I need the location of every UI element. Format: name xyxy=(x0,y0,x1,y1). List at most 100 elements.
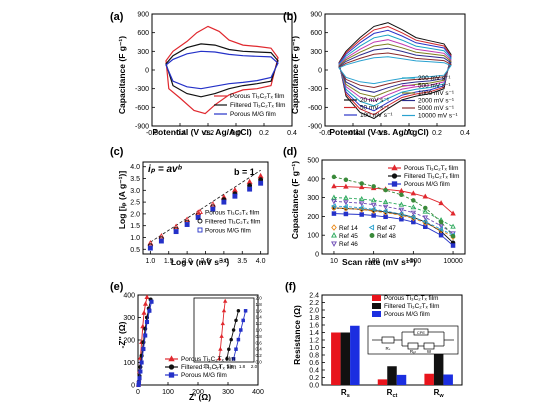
panel-b-xtick-label: 0.2 xyxy=(432,130,442,137)
panel-f-bar-1-1 xyxy=(387,366,397,385)
panel-d-xtick-label: 100 xyxy=(368,258,380,265)
panel-d-series-0-point xyxy=(343,183,349,189)
panel-d-legend-6-marker xyxy=(368,224,375,231)
panel-b-ytick-label: 900 xyxy=(310,12,322,19)
panel-d-legend-4-marker xyxy=(331,232,337,238)
panel-a-xtick-label: 0.0 xyxy=(231,130,241,137)
panel-d-legend-4-text: Ref 45 xyxy=(339,233,358,240)
panel-d-ytick-label: 400 xyxy=(307,176,319,183)
panel-d-series-0-point xyxy=(438,200,444,206)
panel-a-xtick-label: 0.4 xyxy=(287,130,297,137)
panel-d-series-2-point xyxy=(450,243,456,248)
panel-d-series-6-point xyxy=(370,206,376,212)
panel-f-ytick-label: 2.2 xyxy=(309,300,319,307)
panel-e-series-0-point xyxy=(142,301,149,306)
panel-b-ylabel: Capacitance (F g⁻¹) xyxy=(290,36,300,114)
panel-d-series-4-line xyxy=(333,197,454,228)
panel-f-category-label: Rw xyxy=(434,388,445,399)
panel-b-ytick-label: 300 xyxy=(310,49,322,56)
panel-d-xtick-label: 10 xyxy=(330,258,338,265)
panel-c-xtick-label: 2.5 xyxy=(201,258,211,265)
panel-a-ytick-label: -600 xyxy=(135,105,149,112)
panel-c-ytick-label: 2.0 xyxy=(130,211,140,218)
panel-d-series-6-point xyxy=(382,208,388,214)
panel-a-xlabel: Potential (V vs. Ag/AgCl) xyxy=(152,127,252,137)
panel-c-series-0-point xyxy=(173,223,180,229)
panel-e-inset-ytick-label: 1.4 xyxy=(256,315,263,320)
panel-d-legend-2-marker xyxy=(391,181,398,187)
panel-c-ytick-label: 3.5 xyxy=(130,176,140,183)
panel-d-legend-7-text: Ref 48 xyxy=(377,233,396,240)
panel-f-category-sub: w xyxy=(438,393,444,399)
panel-e-ytick-label: 100 xyxy=(123,360,135,367)
panel-f-category-main: R xyxy=(434,388,440,397)
panel-b-xtick-label: -0.4 xyxy=(347,130,359,137)
panel-f-category-main: R xyxy=(387,388,393,397)
panel-e-inset-ytick-label: 1.6 xyxy=(256,308,263,313)
panel-f-ytick-label: 1.0 xyxy=(309,345,319,352)
panel-a-ytick-label: 900 xyxy=(137,12,149,19)
panel-b-scan-rate-cv: (b) Capacitance (F g⁻¹) Potential (V vs.… xyxy=(283,11,470,137)
panel-b-ytick-label: -900 xyxy=(308,124,322,131)
panel-c-xtick-label: 3.0 xyxy=(219,258,229,265)
panel-e-xtick-label: 100 xyxy=(162,389,174,396)
panel-c-series-2-point xyxy=(173,229,179,235)
panel-b-xtick-label: 0.4 xyxy=(460,130,470,137)
panel-b-legend-4-text: 500 mV s⁻¹ xyxy=(418,83,451,90)
panel-b-ytick-label: 600 xyxy=(310,30,322,37)
panel-e-series-0-point xyxy=(144,294,150,299)
panel-e-inset-series-2-point xyxy=(241,318,245,323)
panel-f-ytick-label: 1.2 xyxy=(309,338,319,345)
panel-d-xlabel: Scan rate (mV s⁻¹) xyxy=(342,257,416,267)
panel-e-inset-series-0-point xyxy=(223,298,228,303)
panel-d-series-4-point xyxy=(331,194,337,200)
panel-f-ytick-label: 2.4 xyxy=(309,293,319,300)
panel-d-series-7-point xyxy=(343,177,349,182)
panel-d-series-5-point xyxy=(410,210,417,216)
panel-d-legend-5-text: Ref 46 xyxy=(339,241,358,248)
panel-b-legend-3-text: 200 mV s⁻¹ xyxy=(418,75,451,82)
panel-e-legend-2-text: Porous M/G film xyxy=(181,372,227,379)
panel-d-series-2-point xyxy=(331,211,337,216)
panel-e-inset-xtick-label: 2.0 xyxy=(251,364,258,369)
panel-c-ytick-label: 4.0 xyxy=(130,164,140,171)
panel-b-ytick-label: 0 xyxy=(318,68,322,75)
panel-c-xtick-label: 3.5 xyxy=(237,258,247,265)
panel-e-ytick-label: 300 xyxy=(123,315,135,322)
panel-f-bar-0-2 xyxy=(350,325,360,385)
panel-c-log-current: (c) Log [iₚ (A g⁻¹)] Log v (mV s⁻¹) iₚ =… xyxy=(110,146,269,267)
panel-a-series-0-curve xyxy=(165,25,279,115)
panel-c-legend-1-marker xyxy=(197,218,203,224)
panel-d-legend-0-marker xyxy=(391,164,398,171)
panel-b-series-5-curve xyxy=(338,43,452,98)
panel-a-xtick-label: -0.2 xyxy=(202,130,214,137)
panel-e-inset-series-2-point xyxy=(234,347,238,351)
panel-c-ytick-label: 1.5 xyxy=(130,223,140,230)
panel-c-xlabel: Log v (mV s⁻¹) xyxy=(171,257,229,267)
panel-d-legend-2-text: Porous M/G film xyxy=(404,181,450,188)
panel-d-series-0-line xyxy=(333,185,454,214)
panel-d-legend-1-marker xyxy=(391,173,398,179)
panel-d-ytick-label: 200 xyxy=(307,214,319,221)
panel-c-legend-0-marker xyxy=(197,208,203,215)
panel-b-series-2-curve xyxy=(338,29,452,112)
panel-e-series-2-point xyxy=(136,380,141,385)
panel-c-legend-0-text: Porous Ti₃C₂Tₓ film xyxy=(205,210,259,217)
panel-c-series-2-point xyxy=(184,222,190,227)
panel-d-xtick-label: 10000 xyxy=(443,258,463,265)
panel-d-series-2-line xyxy=(333,213,454,246)
panel-b-legend-0-text: 20 mV s⁻¹ xyxy=(360,97,389,104)
panel-b-legend-7-text: 5000 mV s⁻¹ xyxy=(418,105,454,112)
panel-d-series-7-point xyxy=(450,233,456,239)
panel-d-ytick-label: 500 xyxy=(307,158,319,165)
panel-f-legend-0-text: Porous Ti₃C₂Tₓ film xyxy=(384,295,438,302)
panel-f-legend-2-text: Porous M/G film xyxy=(384,311,430,318)
panel-e-inset-series-1-point xyxy=(234,318,238,323)
panel-c-ytick-label: 1.0 xyxy=(130,235,140,242)
panel-e-inset-ytick-label: 1.0 xyxy=(256,328,263,333)
panel-d-series-7-point xyxy=(399,192,404,198)
panel-f-bar-2-2 xyxy=(443,374,453,385)
panel-f-category-label: Rs xyxy=(341,388,350,399)
panel-d-series-4-point xyxy=(450,223,456,229)
panel-c-xtick-label: 2.0 xyxy=(182,258,192,265)
